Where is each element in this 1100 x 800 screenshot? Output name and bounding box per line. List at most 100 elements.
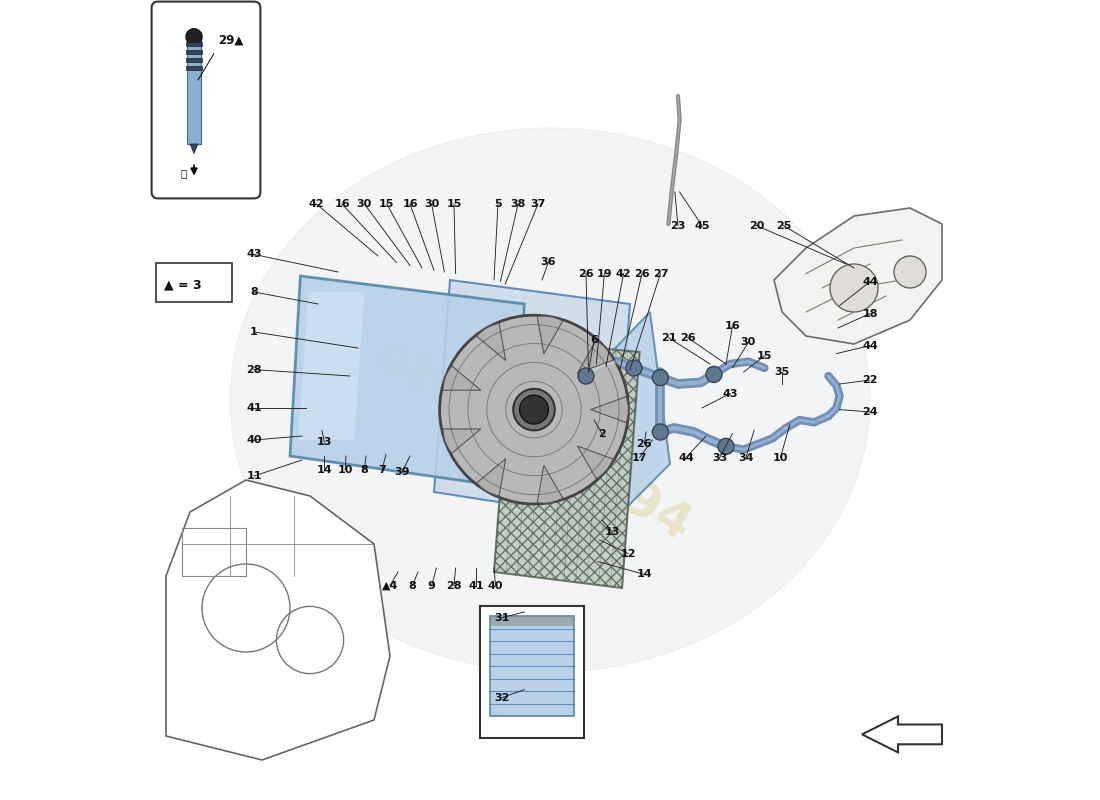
Text: 5: 5	[494, 199, 502, 209]
Text: 29▲: 29▲	[218, 34, 243, 47]
Text: 15: 15	[447, 199, 462, 209]
Wedge shape	[578, 341, 613, 373]
Text: 16: 16	[403, 199, 418, 209]
Wedge shape	[537, 316, 563, 354]
Text: 16: 16	[725, 322, 740, 331]
Text: 33: 33	[712, 453, 727, 462]
Circle shape	[652, 424, 669, 440]
Text: ottavia 1994: ottavia 1994	[367, 330, 701, 550]
Circle shape	[894, 256, 926, 288]
Text: 25: 25	[776, 221, 791, 230]
Polygon shape	[298, 292, 364, 440]
Text: 23: 23	[670, 221, 685, 230]
Text: 10: 10	[772, 453, 788, 462]
Bar	[186, 66, 202, 70]
Text: 35: 35	[774, 367, 790, 377]
Text: 26: 26	[635, 269, 650, 278]
Text: 44: 44	[678, 453, 694, 462]
Text: 27: 27	[652, 269, 668, 278]
Text: 44: 44	[862, 277, 878, 286]
Text: Ⓐ: Ⓐ	[180, 168, 187, 178]
Text: 26: 26	[637, 439, 652, 449]
Circle shape	[440, 315, 628, 504]
Text: 15: 15	[757, 351, 772, 361]
Bar	[187, 32, 201, 144]
Text: 19: 19	[596, 269, 613, 278]
Polygon shape	[494, 340, 639, 588]
Text: 31: 31	[494, 613, 509, 622]
Circle shape	[652, 370, 669, 386]
Bar	[490, 616, 574, 716]
Text: 30: 30	[356, 199, 372, 209]
Wedge shape	[591, 397, 628, 422]
Polygon shape	[774, 208, 942, 344]
Text: 30: 30	[424, 199, 439, 209]
Text: 13: 13	[605, 527, 620, 537]
Text: ▲ = 3: ▲ = 3	[164, 278, 202, 291]
Text: 43: 43	[723, 389, 738, 398]
Text: 24: 24	[862, 407, 878, 417]
Text: 40: 40	[488, 581, 504, 590]
FancyBboxPatch shape	[480, 606, 584, 738]
Wedge shape	[476, 323, 506, 361]
Text: 9: 9	[428, 581, 436, 590]
Text: 8: 8	[361, 465, 368, 474]
Text: 17: 17	[631, 453, 647, 462]
Circle shape	[626, 360, 642, 376]
Text: 15: 15	[379, 199, 395, 209]
Text: 6: 6	[590, 335, 598, 345]
Polygon shape	[190, 144, 198, 154]
Bar	[186, 58, 202, 62]
Text: 34: 34	[738, 453, 754, 462]
Wedge shape	[443, 429, 481, 454]
Text: 22: 22	[862, 375, 878, 385]
Circle shape	[706, 366, 722, 382]
Text: 20: 20	[749, 221, 764, 230]
Circle shape	[718, 438, 734, 454]
Text: 26: 26	[579, 269, 594, 278]
Text: 38: 38	[510, 199, 526, 209]
FancyBboxPatch shape	[155, 263, 232, 302]
Text: 42: 42	[309, 199, 324, 209]
Polygon shape	[434, 280, 630, 520]
Text: ▲4: ▲4	[382, 581, 398, 590]
Text: 26: 26	[680, 333, 695, 342]
Bar	[186, 50, 202, 54]
Text: 45: 45	[694, 221, 710, 230]
Text: 28: 28	[246, 365, 262, 374]
Polygon shape	[290, 276, 525, 488]
Text: 11: 11	[246, 471, 262, 481]
Circle shape	[186, 29, 202, 45]
Circle shape	[830, 264, 878, 312]
Polygon shape	[550, 312, 670, 568]
Text: 28: 28	[447, 581, 462, 590]
Wedge shape	[578, 446, 613, 478]
Text: 13: 13	[317, 438, 332, 447]
Text: 14: 14	[317, 465, 332, 474]
Text: 36: 36	[541, 258, 557, 267]
Text: 18: 18	[862, 309, 878, 318]
Bar	[182, 528, 246, 576]
Text: 40: 40	[246, 435, 262, 445]
Polygon shape	[862, 717, 942, 752]
Text: 32: 32	[494, 693, 509, 702]
Bar	[186, 42, 202, 46]
Text: 2: 2	[598, 429, 606, 438]
Text: 14: 14	[637, 570, 652, 579]
FancyBboxPatch shape	[152, 2, 261, 198]
Wedge shape	[476, 458, 506, 496]
Polygon shape	[166, 480, 390, 760]
Text: 1: 1	[250, 327, 257, 337]
Bar	[490, 616, 574, 626]
Text: 8: 8	[250, 287, 257, 297]
Text: 41: 41	[246, 403, 262, 413]
Text: 39: 39	[394, 467, 409, 477]
Circle shape	[519, 395, 549, 424]
Text: 21: 21	[661, 333, 676, 342]
Circle shape	[578, 368, 594, 384]
Circle shape	[514, 389, 554, 430]
Text: 8: 8	[408, 581, 416, 590]
Text: 44: 44	[862, 341, 878, 350]
Text: 30: 30	[740, 338, 756, 347]
Wedge shape	[537, 466, 563, 503]
